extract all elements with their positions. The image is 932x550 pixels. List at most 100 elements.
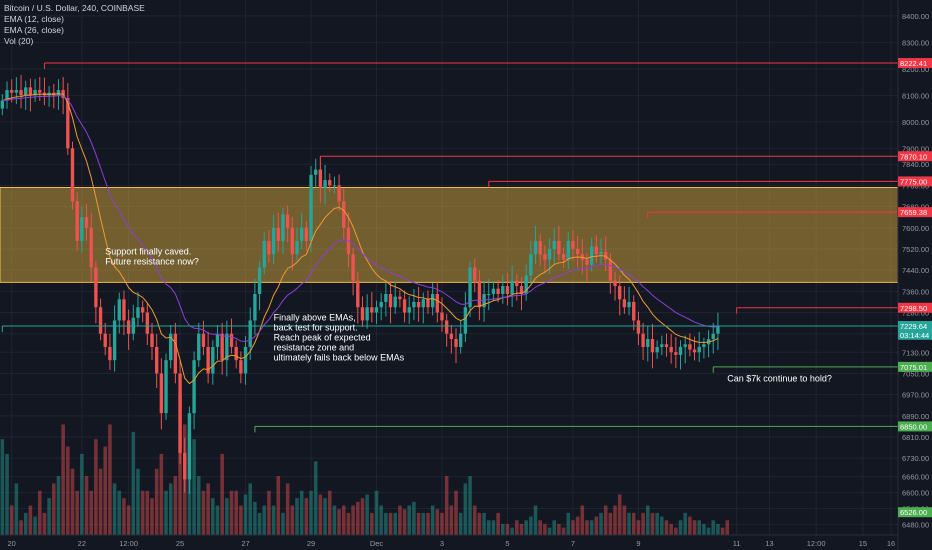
level-label-bg [898, 151, 932, 162]
volume-bar [84, 476, 89, 535]
volume-bar [145, 490, 150, 535]
y-tick-label: 6480.00 [902, 520, 929, 529]
level-label: 7075.01 [900, 363, 927, 372]
volume-bar [23, 512, 28, 535]
candle-body [449, 333, 454, 340]
volume-bar [674, 527, 678, 535]
volume-bar [262, 505, 267, 535]
volume-bar [215, 505, 220, 535]
candle-body [271, 227, 276, 255]
volume-bar [660, 516, 664, 535]
volume-bar [19, 520, 23, 535]
y-tick-label: 7050.00 [902, 369, 929, 378]
x-tick-label: 9 [636, 539, 640, 548]
candle-body [683, 344, 687, 347]
candle-body [454, 339, 458, 347]
level-label: 7870.10 [900, 152, 927, 161]
candle-body [716, 325, 720, 334]
x-tick-label: 12:00 [119, 539, 138, 548]
volume-bar [234, 490, 238, 535]
chart-legend: Bitcoin / U.S. Dollar, 240, COINBASE EMA… [4, 3, 145, 47]
candle-body [108, 346, 112, 361]
volume-bar [580, 505, 585, 535]
candle-body [674, 352, 678, 355]
volume-bar [384, 512, 388, 535]
candle-body [337, 185, 341, 202]
volume-bar [655, 512, 659, 535]
volume-bar [47, 498, 51, 535]
candle-body [561, 254, 566, 260]
annotation-line: ultimately fails back below EMAs [274, 352, 405, 362]
volume-bar [309, 490, 313, 535]
candle-body [440, 312, 444, 321]
x-tick-label: 15 [859, 539, 867, 548]
volume-bar [150, 498, 154, 535]
candle-body [234, 346, 238, 361]
level-label: 8222.41 [900, 59, 927, 68]
candle-body [262, 241, 266, 268]
volume-bar [122, 498, 126, 535]
candle-body [487, 293, 491, 295]
x-tick-label: 11 [733, 539, 741, 548]
y-tick-label: 6810.00 [902, 433, 929, 442]
candle-body [650, 339, 655, 353]
volume-bar [472, 505, 477, 535]
candle-body [412, 301, 416, 308]
volume-bar [365, 494, 369, 535]
volume-bar [33, 516, 37, 535]
candle-body [178, 373, 182, 453]
candle-body [173, 333, 178, 374]
volume-bar [388, 512, 393, 535]
candle-body [56, 90, 61, 96]
candle-body [697, 346, 701, 353]
y-tick-label: 8400.00 [902, 12, 929, 21]
annotation-line: Can $7k continue to hold? [727, 373, 832, 383]
volume-bar [154, 468, 159, 535]
y-tick-label: 8300.00 [902, 38, 929, 47]
y-tick-label: 6890.00 [902, 412, 929, 421]
volume-bar [299, 490, 304, 535]
candle-body [547, 248, 552, 260]
level-label-bg [898, 421, 932, 432]
candle-body [552, 241, 556, 249]
volume-bar [192, 439, 196, 535]
candle-body [388, 293, 393, 308]
x-tick-label: 13 [765, 539, 773, 548]
annotation-line: Future resistance now? [105, 256, 199, 266]
candle-body [239, 360, 243, 374]
candle-body [164, 360, 168, 414]
candle-body [84, 217, 89, 228]
volume-bar [589, 520, 594, 535]
volume-bar [711, 520, 716, 535]
volume-bar [108, 424, 112, 535]
volume-bar [552, 520, 557, 535]
candle-body [529, 254, 533, 276]
candle-body [38, 90, 42, 93]
candle-body [304, 227, 309, 242]
volume-bar [557, 523, 561, 535]
level-label-bg [898, 302, 932, 313]
x-tick-label: 16 [887, 539, 895, 548]
annotation-line: resistance zone and [274, 342, 355, 352]
candle-body [215, 333, 220, 347]
candle-body [571, 241, 575, 249]
volume-bar [688, 516, 692, 535]
volume-bar [337, 509, 341, 535]
volume-legend: Vol (20) [4, 36, 34, 46]
volume-bar [159, 453, 164, 535]
level-label: 6526.00 [900, 508, 927, 517]
candle-body [24, 87, 28, 96]
level-label: 7775.00 [900, 177, 927, 186]
volume-bar [341, 505, 346, 535]
resistance-zone [0, 187, 899, 283]
volume-bar [664, 520, 669, 535]
volume-bar [585, 520, 589, 535]
volume-bar [117, 490, 122, 535]
candle-body [257, 267, 262, 294]
volume-bar [140, 490, 145, 535]
candle-body [290, 227, 295, 255]
volume-bar [613, 505, 617, 535]
candle-body [463, 307, 468, 334]
candle-body [594, 246, 599, 255]
